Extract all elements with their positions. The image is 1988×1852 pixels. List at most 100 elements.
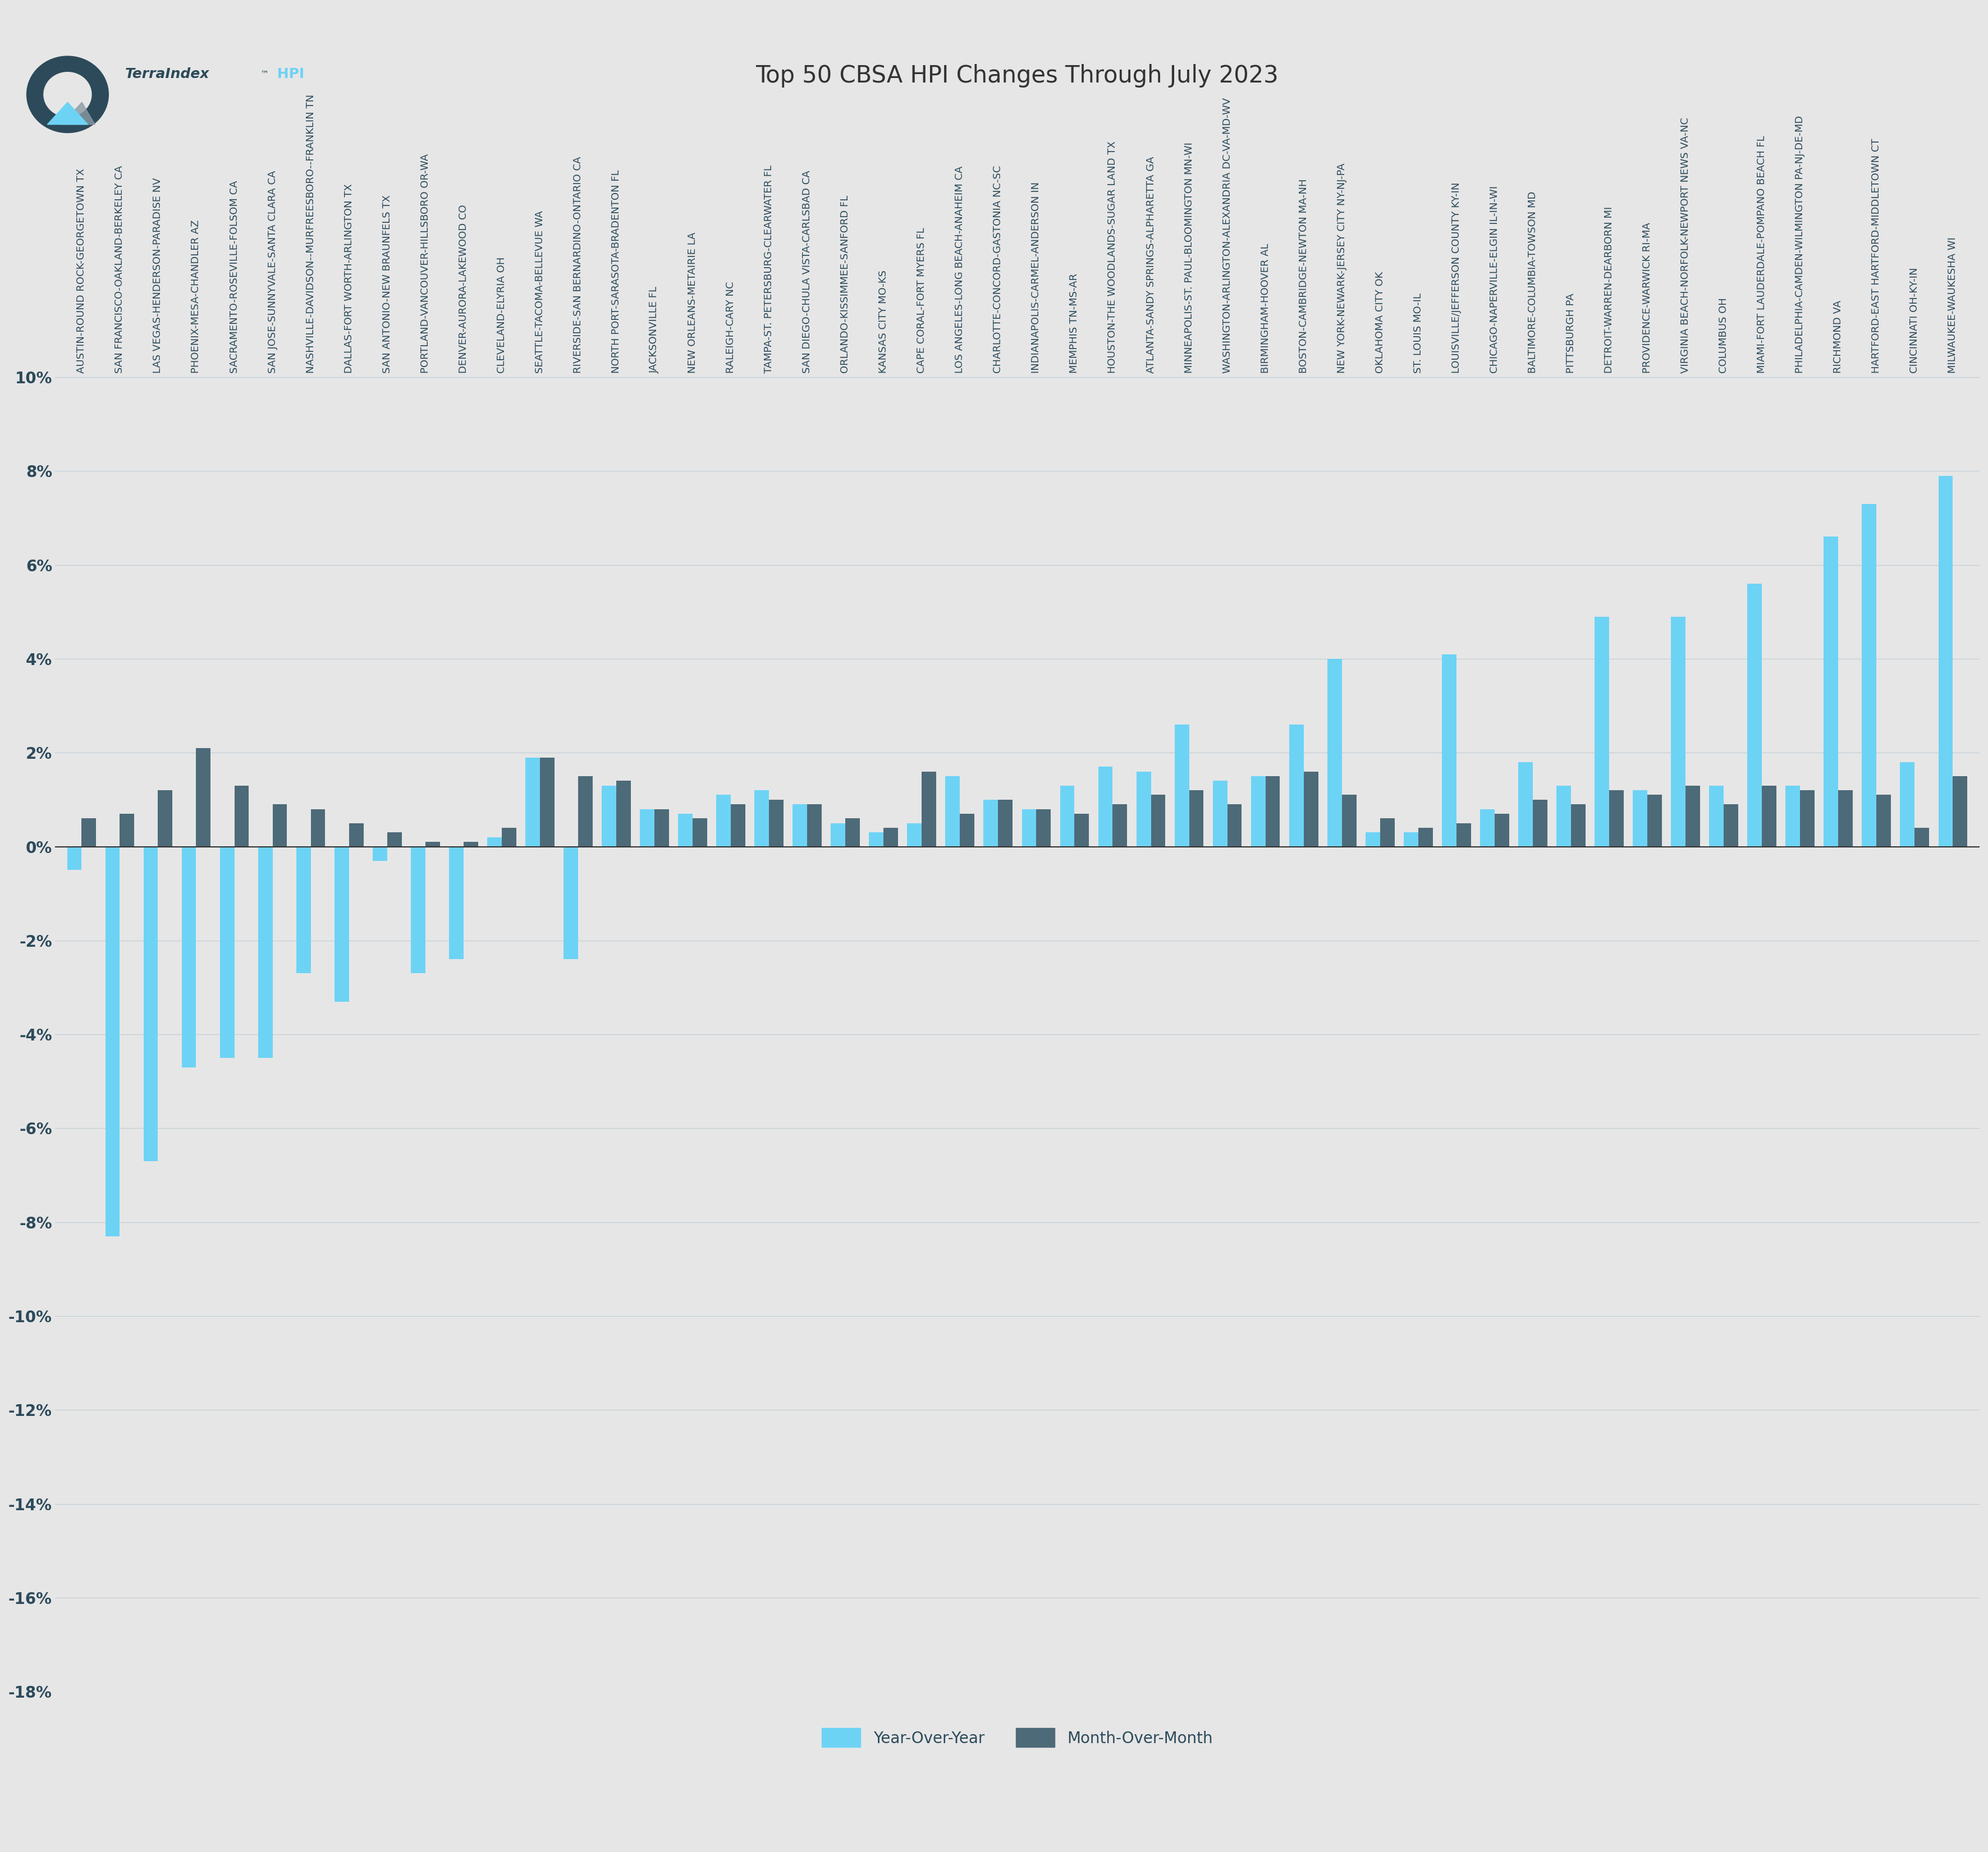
Legend: Year-Over-Year, Month-Over-Month: Year-Over-Year, Month-Over-Month [805,1713,1229,1763]
Bar [1189,791,1203,846]
Bar [463,843,477,846]
Bar [1557,785,1571,846]
Bar [922,772,936,846]
Bar [960,813,974,846]
Bar [1785,785,1799,846]
Bar [1060,785,1074,846]
Bar [769,800,783,846]
Bar [119,813,135,846]
Bar [296,846,310,974]
Bar [845,819,861,846]
Bar [1648,795,1662,846]
Bar [1495,813,1509,846]
Bar [388,833,402,846]
Bar [755,791,769,846]
Bar [143,846,157,1161]
Bar [1877,795,1891,846]
Bar [1608,791,1624,846]
Bar [1342,795,1356,846]
Polygon shape [62,102,95,124]
Bar [272,804,286,846]
Bar [181,846,197,1067]
Bar [1175,724,1189,846]
Bar [1227,804,1242,846]
Bar [68,846,82,870]
Circle shape [44,72,91,117]
Bar [869,833,883,846]
Bar [372,846,388,861]
Bar [1724,804,1738,846]
Bar [732,804,746,846]
Bar [678,813,692,846]
Bar [501,828,517,846]
Bar [1022,809,1036,846]
Bar [487,837,501,846]
Bar [1074,813,1089,846]
Bar [1914,828,1928,846]
Bar [946,776,960,846]
Bar [984,800,998,846]
Bar [692,819,708,846]
Bar [1519,761,1533,846]
Bar [1901,761,1914,846]
Text: ™: ™ [260,70,268,78]
Bar [1304,772,1318,846]
Bar [1839,791,1853,846]
Bar [1441,654,1457,846]
Bar [1137,772,1151,846]
Bar [1417,828,1433,846]
Bar [1366,833,1380,846]
Bar [1952,776,1968,846]
Bar [1823,537,1839,846]
Bar [1571,804,1586,846]
Circle shape [30,59,105,130]
Bar [1594,617,1608,846]
Bar [831,822,845,846]
Title: Top 50 CBSA HPI Changes Through July 2023: Top 50 CBSA HPI Changes Through July 202… [755,65,1278,87]
Bar [412,846,425,974]
Bar [221,846,235,1057]
Text: TerraIndex: TerraIndex [125,67,209,81]
Bar [310,809,326,846]
Bar [1481,809,1495,846]
Bar [258,846,272,1057]
Bar [998,800,1012,846]
Bar [1799,791,1815,846]
Bar [197,748,211,846]
Bar [616,782,630,846]
Text: HPI: HPI [272,67,304,81]
Bar [907,822,922,846]
Bar [1213,782,1227,846]
Bar [449,846,463,959]
Bar [82,819,95,846]
Bar [1151,795,1165,846]
Bar [1266,776,1280,846]
Bar [105,846,119,1237]
Bar [1036,809,1052,846]
Bar [793,804,807,846]
Bar [525,757,541,846]
Bar [1761,785,1777,846]
Bar [1672,617,1686,846]
Bar [334,846,350,1002]
Bar [1457,822,1471,846]
Bar [654,809,668,846]
Bar [563,846,579,959]
Bar [157,791,173,846]
Bar [1710,785,1724,846]
Bar [1328,659,1342,846]
Bar [1113,804,1127,846]
Bar [350,822,364,846]
Bar [640,809,654,846]
Bar [1533,800,1547,846]
Bar [235,785,248,846]
Bar [1380,819,1394,846]
Bar [1404,833,1417,846]
Bar [883,828,899,846]
Bar [1863,504,1877,846]
Bar [1938,476,1952,846]
Bar [602,785,616,846]
Bar [1686,785,1700,846]
Bar [1097,767,1113,846]
Bar [1632,791,1648,846]
